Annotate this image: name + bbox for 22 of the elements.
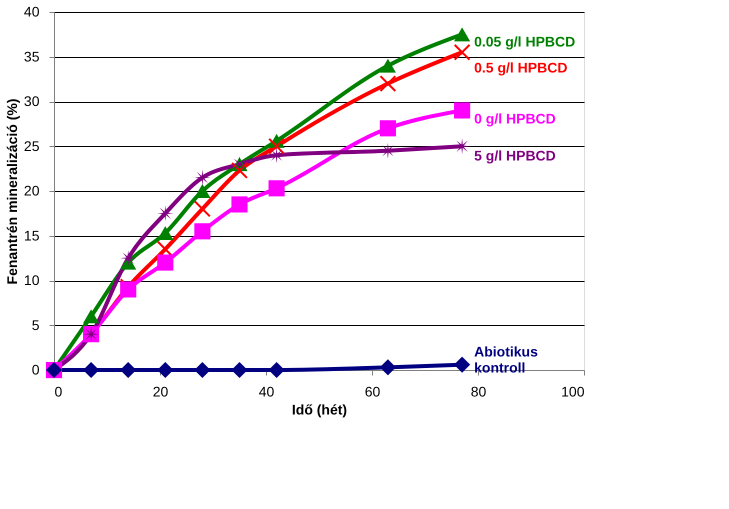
series-label: 0.05 g/l HPBCD xyxy=(474,33,576,50)
y-tick-label: 40 xyxy=(24,4,40,20)
y-tick-label: 35 xyxy=(24,48,40,64)
series-label: 5 g/l HPBCD xyxy=(474,147,556,164)
x-tick-label: 60 xyxy=(364,384,380,400)
x-tick-label: 20 xyxy=(152,384,168,400)
y-tick-label: 25 xyxy=(24,138,40,154)
x-axis-title: Idő (hét) xyxy=(292,402,348,418)
y-tick-label: 10 xyxy=(24,272,40,288)
y-tick-label: 30 xyxy=(24,93,40,109)
y-tick-label: 0 xyxy=(32,362,40,378)
series-label: 0.5 g/l HPBCD xyxy=(474,59,568,76)
x-tick-label: 100 xyxy=(561,384,585,400)
y-tick-label: 15 xyxy=(24,227,40,244)
series-label: Abiotikus kontroll xyxy=(474,344,538,376)
x-tick-label: 40 xyxy=(258,384,274,400)
y-axis-title: Fenantrén mineralizáció (%) xyxy=(4,98,20,284)
x-tick-label: 0 xyxy=(54,384,62,400)
y-tick-label: 20 xyxy=(24,182,40,198)
x-tick-label: 80 xyxy=(470,384,486,400)
series-label: 0 g/l HPBCD xyxy=(474,110,556,126)
y-tick-label: 5 xyxy=(32,316,40,333)
